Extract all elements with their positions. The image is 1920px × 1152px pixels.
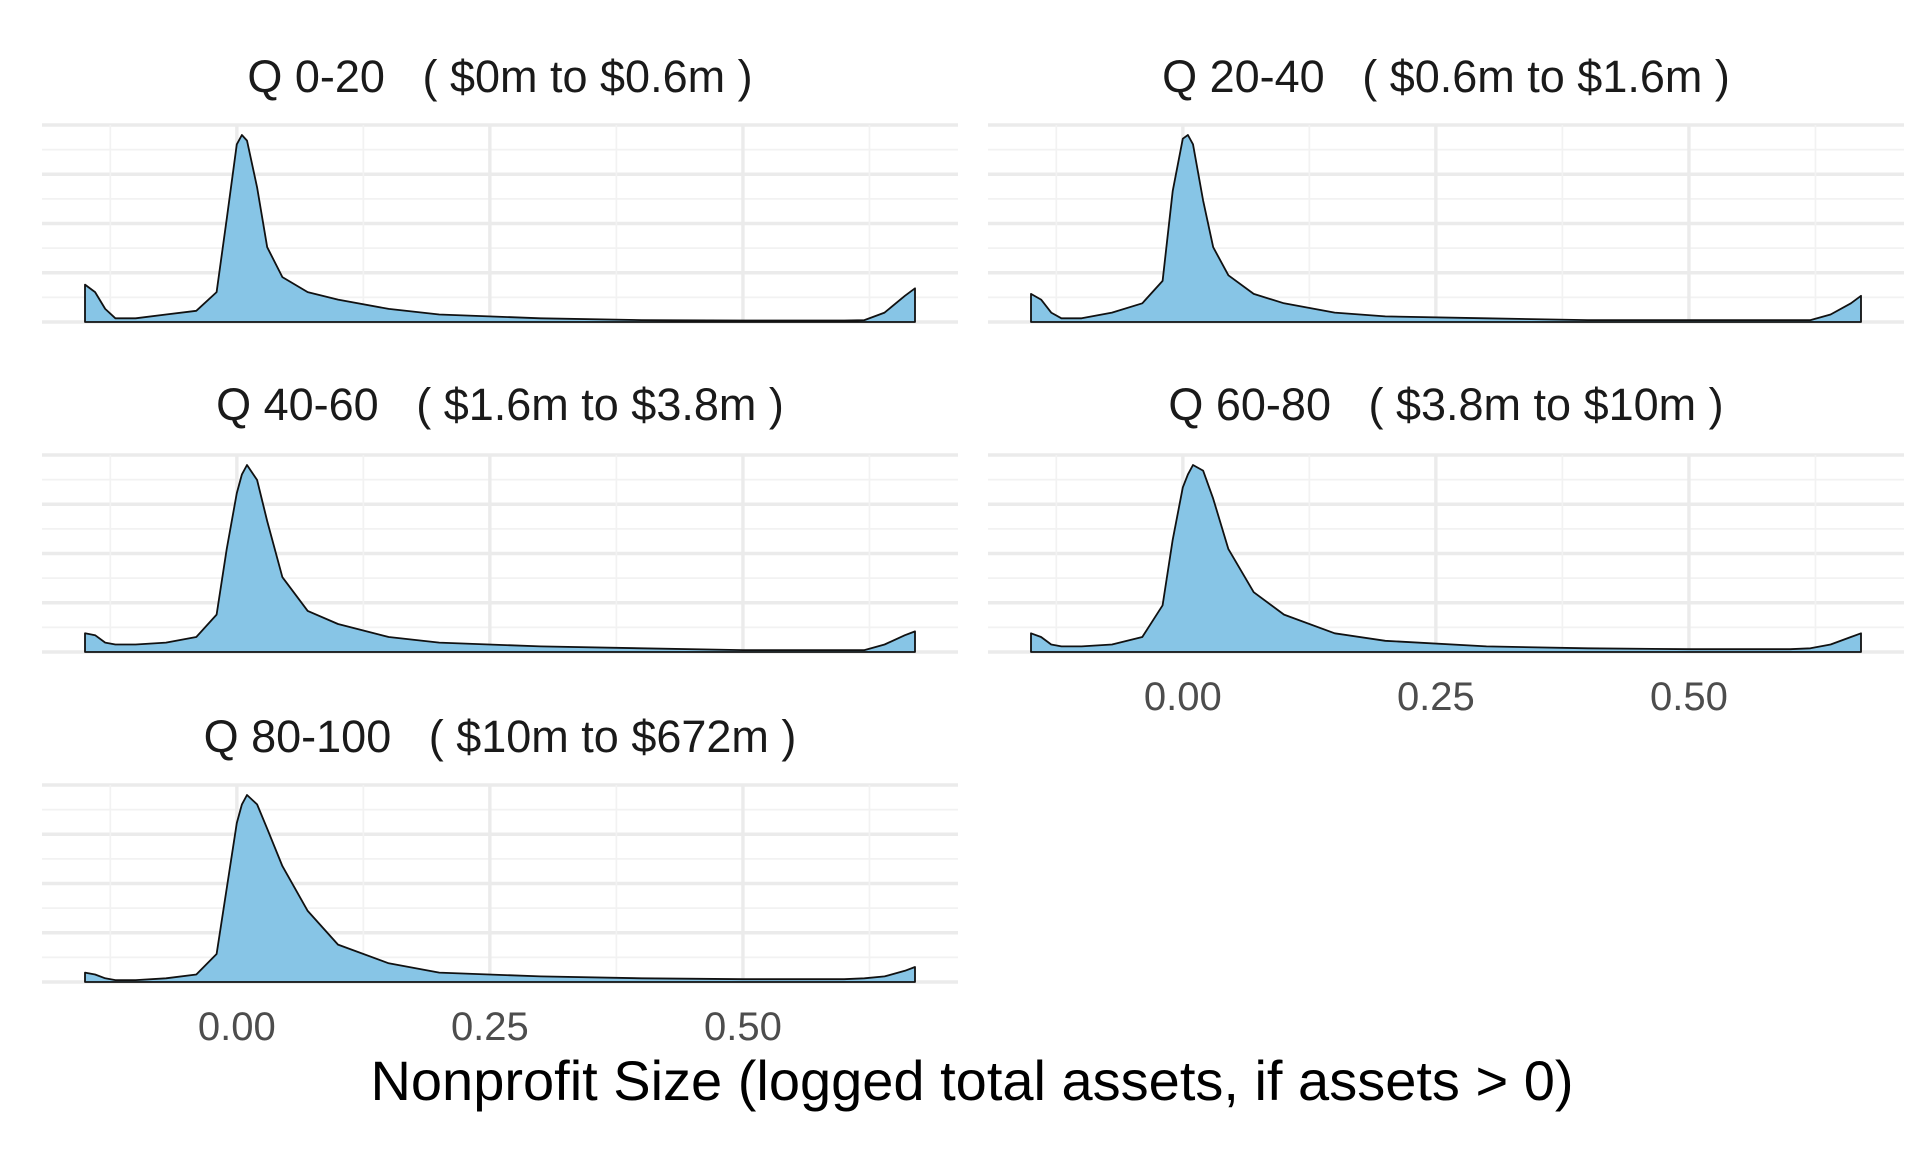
x-axis-title: Nonprofit Size (logged total assets, if … [370, 1049, 1573, 1112]
x-tick-label: 0.50 [1650, 675, 1728, 719]
facet-panel: Q 80-100 ( $10m to $672m ) [42, 711, 958, 984]
x-axis-layer: 0.00 0.25 0.50 0.00 0.25 0.50 [198, 675, 1728, 1049]
panels-layer: Q 0-20 ( $0m to $0.6m ) Q 20-40 ( $0.6m t… [42, 51, 1904, 984]
density-area [84, 794, 916, 983]
density-area [1030, 134, 1862, 323]
x-tick-label: 0.00 [198, 1005, 276, 1049]
panel-title: Q 20-40 ( $0.6m to $1.6m ) [1162, 51, 1730, 102]
facet-panel: Q 40-60 ( $1.6m to $3.8m ) [42, 379, 958, 654]
density-area [84, 464, 916, 653]
panel-title: Q 40-60 ( $1.6m to $3.8m ) [216, 379, 784, 430]
x-tick-label: 0.25 [451, 1005, 529, 1049]
facet-panel: Q 0-20 ( $0m to $0.6m ) [42, 51, 958, 324]
panel-title: Q 80-100 ( $10m to $672m ) [204, 711, 797, 762]
facet-panel: Q 60-80 ( $3.8m to $10m ) [988, 379, 1904, 654]
facet-panel: Q 20-40 ( $0.6m to $1.6m ) [988, 51, 1904, 324]
x-tick-label: 0.50 [704, 1005, 782, 1049]
x-tick-label: 0.00 [1144, 675, 1222, 719]
panel-title: Q 0-20 ( $0m to $0.6m ) [247, 51, 752, 102]
density-area [84, 134, 916, 323]
panel-title: Q 60-80 ( $3.8m to $10m ) [1168, 379, 1723, 430]
x-tick-label: 0.25 [1397, 675, 1475, 719]
density-area [1030, 464, 1862, 653]
